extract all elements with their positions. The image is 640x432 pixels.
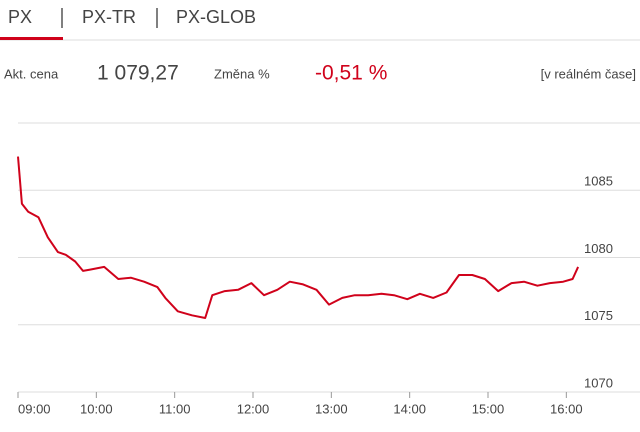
price: 1 079,27 (97, 62, 179, 85)
x-tick-label: 14:00 (393, 401, 426, 416)
y-tick-label: 1080 (584, 241, 613, 256)
change-label: Změna % (214, 66, 270, 81)
x-tick-label: 11:00 (159, 401, 191, 416)
x-tick-label: 16:00 (550, 401, 583, 416)
x-tick-label: 12:00 (237, 401, 270, 416)
price-label: Akt. cena (4, 66, 59, 81)
active-tab-indicator (0, 37, 63, 40)
tab[interactable]: PX-GLOB (176, 7, 256, 27)
y-tick-label: 1085 (584, 174, 613, 189)
x-tick-label: 13:00 (315, 401, 348, 416)
y-tick-label: 1070 (584, 375, 613, 390)
tab[interactable]: PX-TR (82, 7, 136, 27)
x-tick-label: 09:00 (18, 401, 51, 416)
x-tick-label: 15:00 (472, 401, 505, 416)
mode-label: [v reálném čase] (541, 66, 636, 81)
y-tick-label: 1075 (584, 308, 613, 323)
price-line (17, 156, 580, 319)
change: -0,51 % (315, 62, 387, 85)
tab[interactable]: PX (8, 7, 32, 27)
x-tick-label: 10:00 (80, 401, 113, 416)
